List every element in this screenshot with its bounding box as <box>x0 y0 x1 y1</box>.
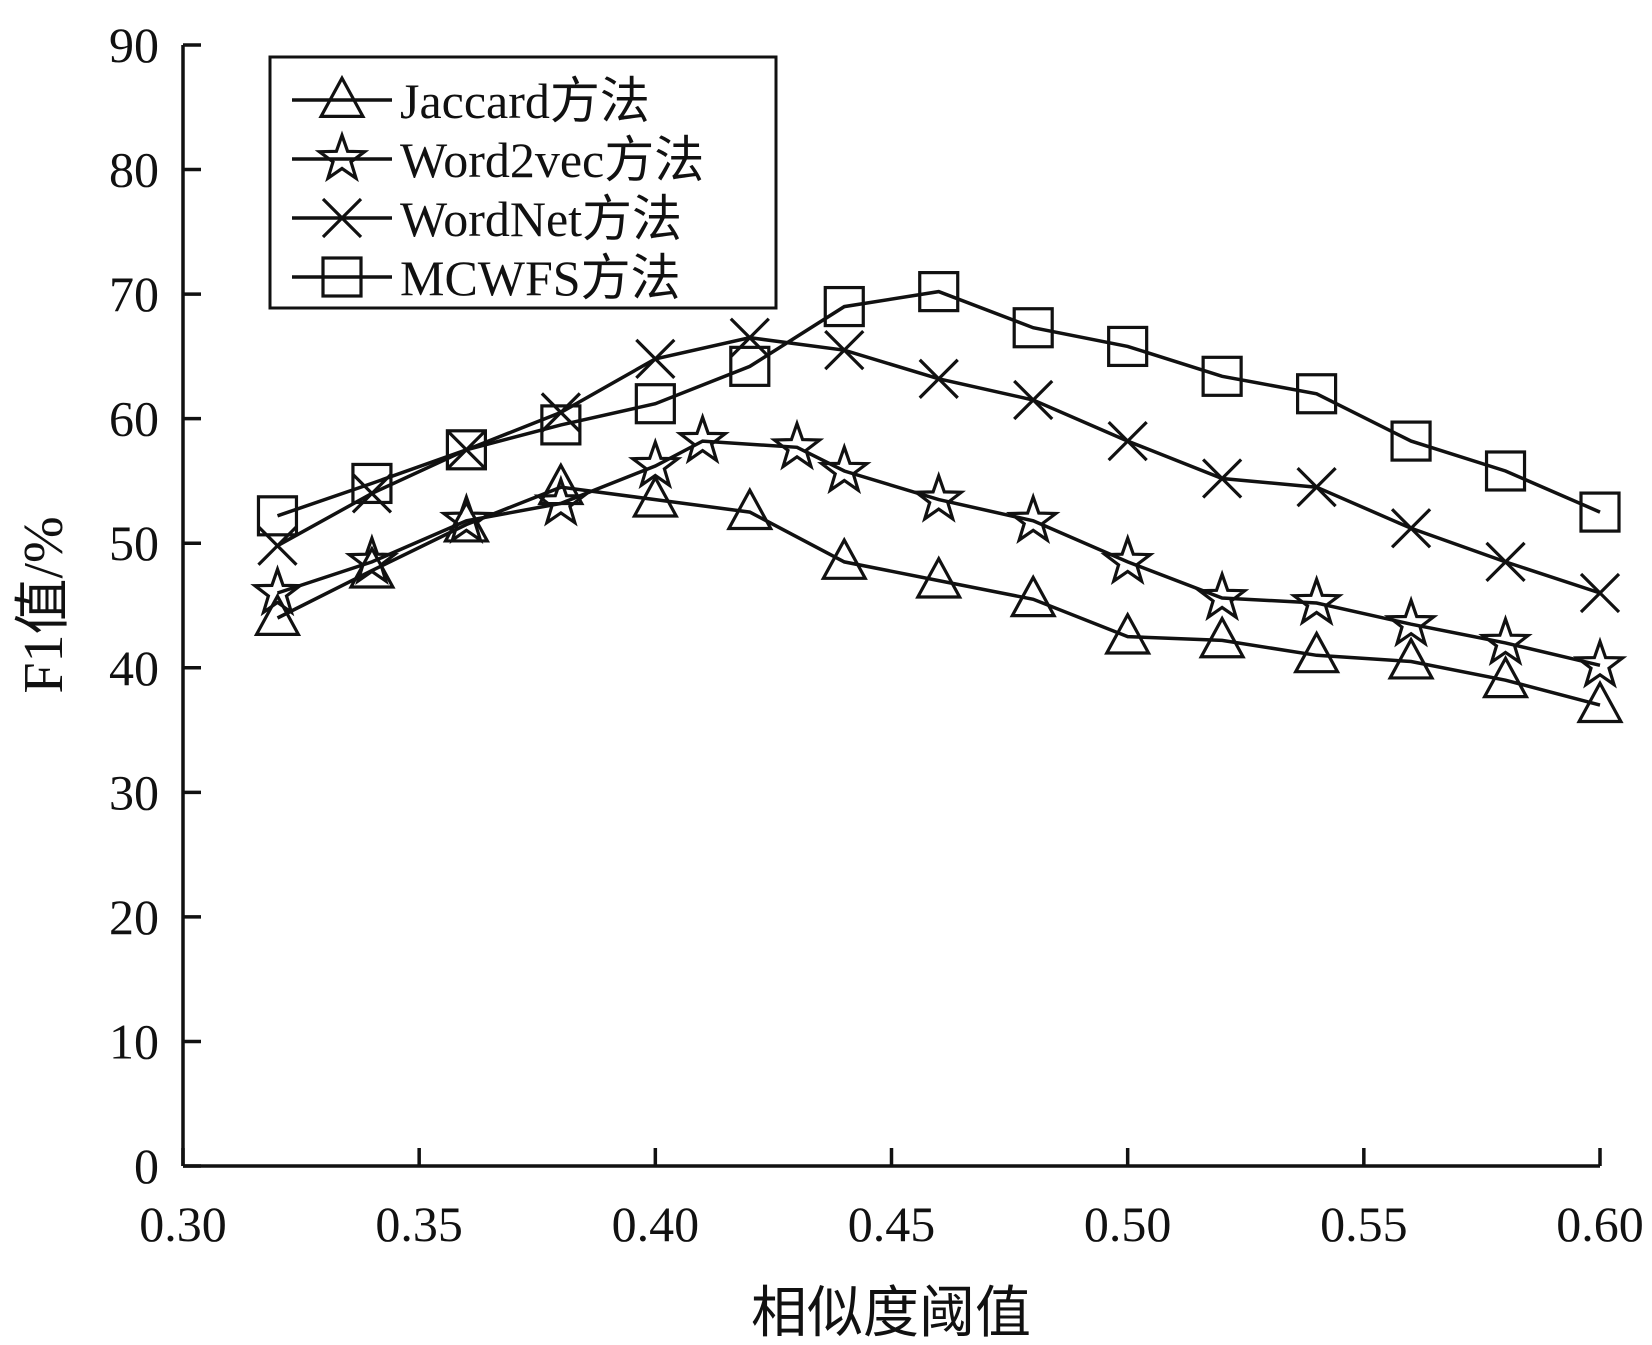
star-marker <box>1194 569 1250 622</box>
x-tick-label: 0.30 <box>139 1196 227 1252</box>
triangle-marker <box>1198 615 1246 659</box>
square-marker <box>729 345 771 387</box>
y-axis-ticks: 0 10 20 30 40 50 60 70 80 90 <box>109 17 201 1194</box>
series-line-star <box>276 439 1601 668</box>
y-tick-label: 0 <box>134 1138 159 1194</box>
square-marker <box>1579 491 1621 533</box>
x-marker <box>351 473 393 514</box>
star-marker <box>1005 492 1061 544</box>
y-tick-label: 80 <box>109 142 159 198</box>
series-line-x <box>276 335 1601 595</box>
x-marker <box>540 392 581 433</box>
square-marker <box>540 404 582 446</box>
square-marker <box>351 462 393 505</box>
x-tick-label: 0.40 <box>612 1196 700 1252</box>
triangle-marker <box>537 461 585 506</box>
star-marker <box>675 412 730 465</box>
triangle-marker <box>1481 655 1530 699</box>
y-tick-label: 90 <box>109 17 159 73</box>
x-marker <box>824 330 865 371</box>
x-marker <box>1201 458 1243 499</box>
star-marker <box>344 533 400 586</box>
triangle-marker <box>1009 574 1057 618</box>
x-axis-ticks: 0.30 0.35 0.40 0.45 0.50 0.55 0.60 <box>139 1148 1644 1252</box>
legend-label: WordNet方法 <box>400 191 682 247</box>
y-tick-label: 30 <box>109 764 159 820</box>
x-tick-label: 0.50 <box>1084 1196 1172 1252</box>
y-tick-label: 70 <box>109 266 159 322</box>
y-tick-label: 60 <box>109 391 159 447</box>
square-marker <box>823 285 865 328</box>
square-marker <box>1484 450 1527 492</box>
x-tick-label: 0.45 <box>848 1196 936 1252</box>
star-marker <box>439 492 494 544</box>
x-marker <box>918 358 959 399</box>
y-tick-label: 40 <box>109 640 159 696</box>
square-marker <box>256 495 299 537</box>
x-tick-label: 0.60 <box>1556 1196 1644 1252</box>
x-marker <box>1579 572 1621 614</box>
square-marker <box>918 271 960 313</box>
star-marker <box>250 564 305 617</box>
star-marker <box>628 437 683 490</box>
triangle-marker <box>253 592 302 636</box>
y-axis-title: F1值/% <box>13 516 75 693</box>
star-marker <box>1383 595 1439 648</box>
legend-label: Jaccard方法 <box>400 73 650 129</box>
series-line-square <box>276 289 1601 518</box>
x-marker <box>1485 541 1526 583</box>
y-tick-label: 20 <box>109 889 159 945</box>
square-marker <box>321 256 363 298</box>
x-marker <box>446 429 487 470</box>
x-tick-label: 0.35 <box>375 1196 463 1252</box>
y-tick-label: 10 <box>109 1013 159 1069</box>
x-marker <box>1107 420 1148 462</box>
x-tick-label: 0.55 <box>1320 1196 1408 1252</box>
triangle-marker <box>1104 611 1152 655</box>
triangle-marker <box>1293 630 1341 674</box>
star-marker <box>911 471 966 523</box>
plot-area: 0 10 20 30 40 50 60 70 80 90 0.30 0.35 0.40 0.45 0.50… <box>109 17 1644 1252</box>
square-marker <box>1295 373 1338 415</box>
star-marker <box>533 474 589 527</box>
triangle-marker <box>1387 636 1435 680</box>
series-line-triangle <box>276 485 1601 707</box>
x-marker <box>321 197 363 239</box>
square-marker <box>1390 420 1432 462</box>
x-marker <box>1390 508 1432 549</box>
series-markers <box>250 271 1628 724</box>
triangle-marker <box>915 555 963 599</box>
triangle-marker <box>726 486 774 531</box>
square-marker <box>445 429 487 471</box>
triangle-marker <box>1576 679 1624 724</box>
square-marker <box>634 383 676 425</box>
triangle-marker <box>631 474 679 518</box>
x-axis-title: 相似度阈值 <box>751 1283 1031 1345</box>
x-marker <box>1013 379 1054 421</box>
star-marker <box>1289 574 1344 627</box>
x-marker <box>635 338 676 380</box>
square-marker <box>1201 355 1243 397</box>
triangle-marker <box>820 536 868 580</box>
star-marker <box>769 418 825 471</box>
triangle-marker <box>318 74 366 118</box>
square-marker <box>1012 307 1054 349</box>
y-tick-label: 50 <box>109 515 159 571</box>
star-marker <box>314 130 370 183</box>
star-marker <box>1572 636 1628 689</box>
star-marker <box>1100 533 1155 586</box>
star-marker <box>817 442 872 495</box>
legend-label: Word2vec方法 <box>400 132 704 188</box>
x-marker <box>729 317 770 358</box>
x-marker <box>257 525 298 566</box>
legend-label: MCWFS方法 <box>400 250 681 306</box>
star-marker <box>1478 614 1533 667</box>
x-marker <box>1296 467 1337 508</box>
series-lines <box>276 289 1601 707</box>
square-marker <box>1107 325 1149 368</box>
